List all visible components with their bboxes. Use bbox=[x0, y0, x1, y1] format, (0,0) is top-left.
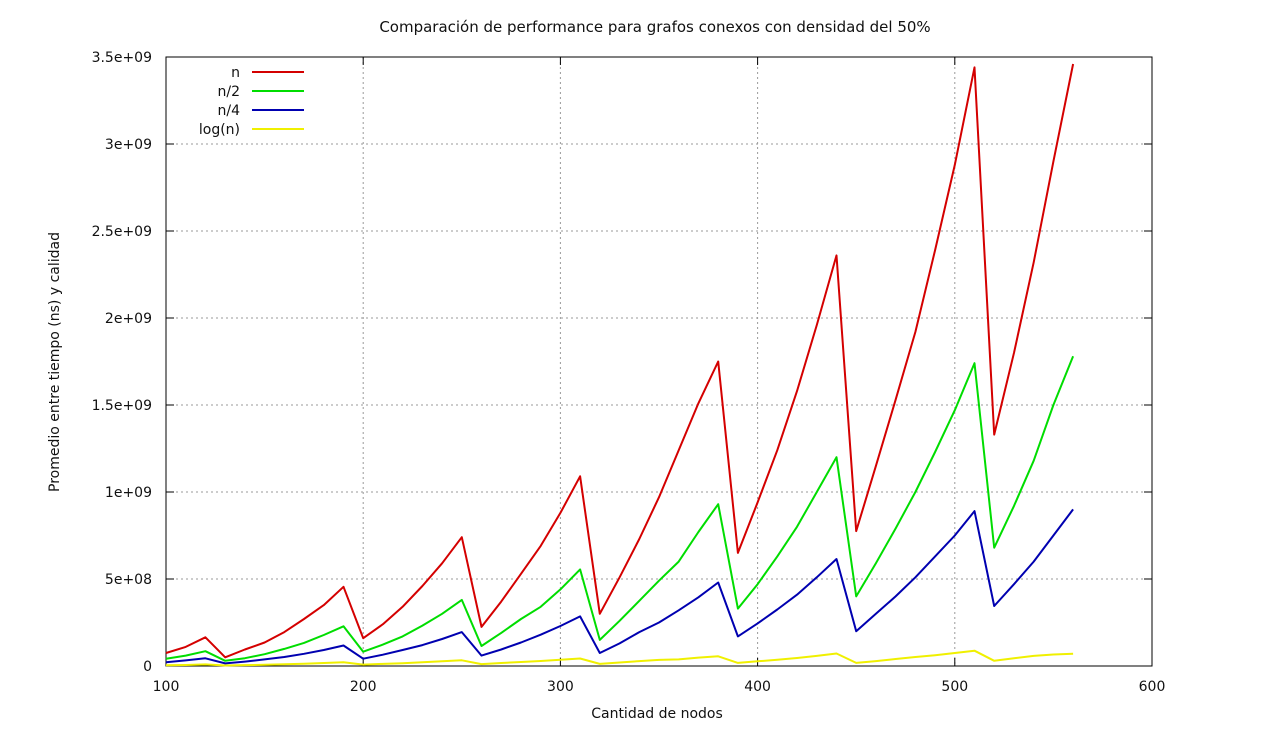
y-tick-label: 3.5e+09 bbox=[92, 50, 152, 66]
y-axis-label: Promedio entre tiempo (ns) y calidad bbox=[47, 232, 63, 492]
x-tick-label: 400 bbox=[744, 679, 771, 695]
y-tick-label: 1e+09 bbox=[105, 485, 152, 501]
y-tick-label: 2.5e+09 bbox=[92, 224, 152, 240]
x-tick-label: 200 bbox=[350, 679, 377, 695]
grid-lines bbox=[166, 57, 1152, 666]
axis-ticks: 0 5e+08 1e+09 1.5e+09 2e+09 2.5e+09 3e+09 3.5e+… bbox=[92, 50, 1166, 695]
x-tick-label: 500 bbox=[941, 679, 968, 695]
y-tick-label: 5e+08 bbox=[105, 572, 152, 588]
y-tick-label: 1.5e+09 bbox=[92, 398, 152, 414]
y-tick-label: 2e+09 bbox=[105, 311, 152, 327]
series-line-1 bbox=[165, 355, 1075, 662]
x-tick-label: 600 bbox=[1139, 679, 1166, 695]
y-tick-label: 3e+09 bbox=[105, 137, 152, 153]
plot-frame bbox=[165, 56, 1153, 667]
series-line-2 bbox=[165, 508, 1074, 665]
legend-label: n/4 bbox=[218, 103, 241, 119]
legend-label: n/2 bbox=[218, 84, 241, 100]
legend-label: log(n) bbox=[199, 122, 240, 138]
series-line-0 bbox=[165, 63, 1075, 659]
x-tick-label: 300 bbox=[547, 679, 574, 695]
series-line-3 bbox=[165, 649, 1074, 667]
series-lines bbox=[165, 63, 1075, 667]
y-tick-label: 0 bbox=[143, 659, 152, 675]
x-axis-label: Cantidad de nodos bbox=[591, 706, 723, 722]
x-tick-label: 100 bbox=[153, 679, 180, 695]
legend: n n/2 n/4 log(n) bbox=[199, 65, 304, 138]
legend-label: n bbox=[231, 65, 240, 81]
chart-title: Comparación de performance para grafos c… bbox=[379, 18, 930, 36]
